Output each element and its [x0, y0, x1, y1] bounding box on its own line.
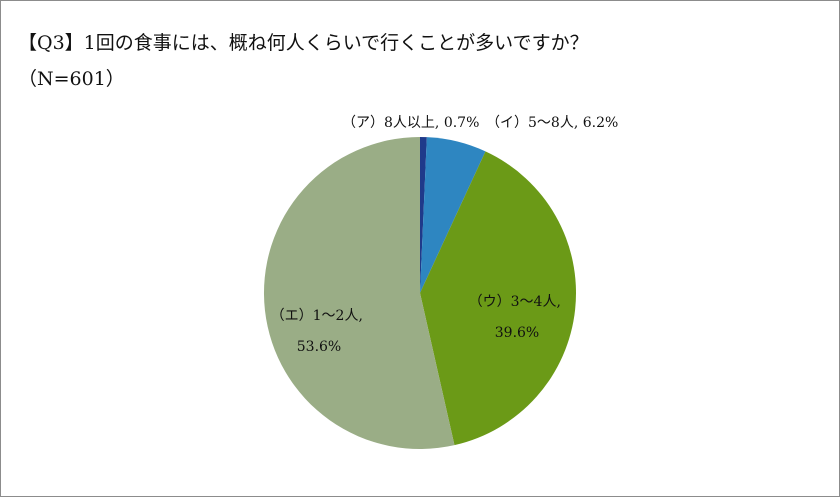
slice-label-a-sep: ,: [435, 115, 444, 131]
slice-label-a: （ア）8人以上, 0.7%: [342, 115, 479, 131]
slice-label-e: （エ）1～2人, 53.6%: [271, 308, 368, 355]
slice-label-u: （ウ）3～4人, 39.6%: [469, 294, 566, 341]
chart-title: 【Q3】1回の食事には、概ね何人くらいで行くことが多いですか？: [18, 32, 589, 54]
pie-slice-e: [263, 137, 455, 449]
slice-label-a-name: （ア）8人以上: [342, 115, 435, 131]
slice-label-i-sep: ,: [574, 115, 583, 131]
slice-label-e-value: 53.6%: [297, 339, 341, 355]
slice-label-e-name-text: （エ）1～2人: [271, 308, 359, 324]
slice-label-e-name: （エ）1～2人,: [271, 308, 363, 324]
slice-label-i-value: 6.2%: [583, 115, 619, 131]
pie-slice-a: [420, 137, 427, 293]
slice-label-a-value: 0.7%: [444, 115, 480, 131]
pie-slice-u: [420, 151, 576, 446]
chart-subtitle: （N=601）: [18, 68, 125, 90]
pie-slices: [263, 137, 576, 449]
slice-label-i-name: （イ）5～8人: [486, 115, 574, 131]
pie-slice-i: [420, 137, 486, 293]
slice-label-i: （イ）5～8人, 6.2%: [486, 115, 618, 131]
slice-label-u-value: 39.6%: [495, 325, 539, 341]
slice-label-u-name: （ウ）3～4人,: [469, 294, 561, 310]
slice-label-u-name-text: （ウ）3～4人: [469, 294, 557, 310]
